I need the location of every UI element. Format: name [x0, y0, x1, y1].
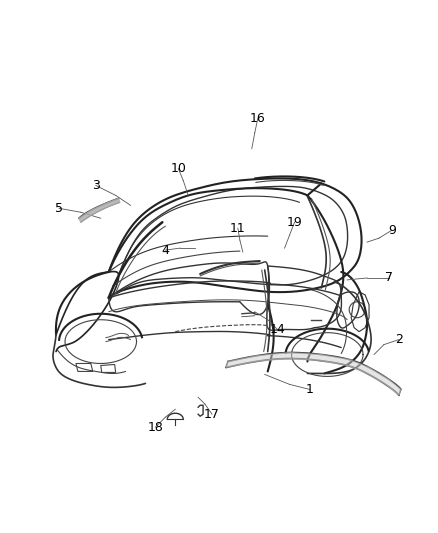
Text: 7: 7 [385, 271, 393, 285]
Text: 14: 14 [270, 323, 286, 336]
Polygon shape [226, 352, 401, 395]
Text: 17: 17 [204, 408, 220, 421]
Text: 18: 18 [148, 421, 163, 434]
Text: 11: 11 [230, 222, 246, 235]
Text: 19: 19 [286, 216, 302, 229]
Text: 2: 2 [395, 333, 403, 346]
Text: 10: 10 [170, 162, 186, 175]
Text: 1: 1 [305, 383, 313, 396]
Text: 16: 16 [250, 112, 265, 125]
Text: 4: 4 [162, 244, 169, 256]
Polygon shape [79, 198, 120, 222]
Text: 5: 5 [55, 202, 63, 215]
Text: 3: 3 [92, 179, 100, 192]
Text: 9: 9 [388, 224, 396, 237]
